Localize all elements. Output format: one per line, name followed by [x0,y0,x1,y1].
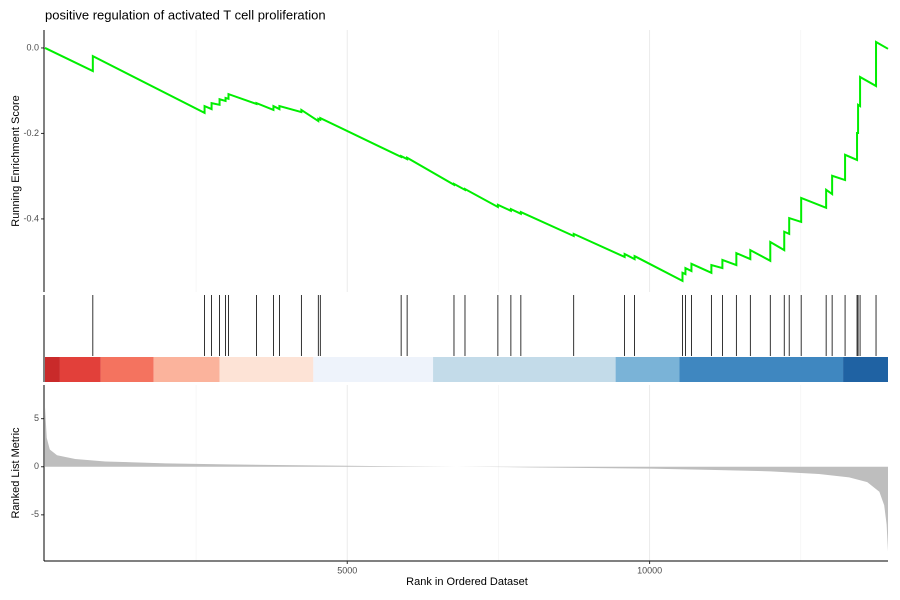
color-band [843,357,888,382]
y-axis-label: Ranked List Metric [10,427,22,519]
color-band [615,357,680,382]
y-tick-label: -5 [31,509,39,519]
y-tick-label: 0.0 [26,42,39,52]
ranked-metric-area [45,407,888,552]
y-tick-label: 5 [34,413,39,423]
color-band [100,357,154,382]
y-tick-label: -0.2 [23,128,39,138]
color-band [433,357,616,382]
x-axis-label: Rank in Ordered Dataset [406,576,528,588]
color-band [313,357,434,382]
running-score-line [44,40,889,283]
y-axis-label: Running Enrichment Score [10,95,22,226]
x-tick-label: 10000 [637,565,662,575]
chart-title: positive regulation of activated T cell … [45,7,326,22]
color-band [679,357,844,382]
y-tick-label: -0.4 [23,213,39,223]
color-band [219,357,314,382]
color-band [45,357,60,382]
color-band [59,357,101,382]
y-tick-label: 0 [34,461,39,471]
color-band [153,357,220,382]
x-tick-label: 5000 [337,565,357,575]
